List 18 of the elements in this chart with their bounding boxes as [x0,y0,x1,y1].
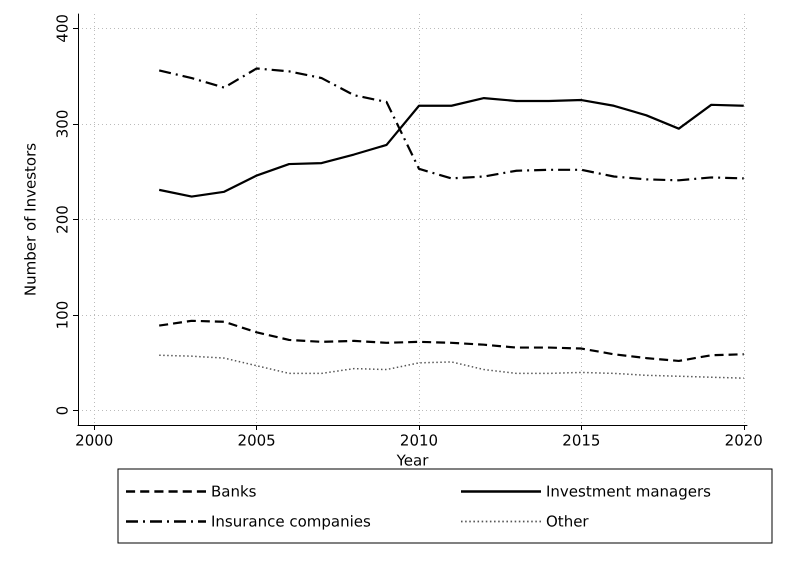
legend-label: Investment managers [546,482,712,500]
y-tick-label: 300 [54,110,72,138]
y-tick-label: 0 [54,406,72,416]
x-tick-label: 2005 [238,432,276,450]
line-series [158,354,744,379]
y-tick-label: 400 [54,14,72,43]
x-tick-label: 2010 [400,432,438,450]
x-axis-title: Year [396,451,430,470]
y-axis-title: Number of Investors [22,142,40,296]
y-tick-label: 100 [54,300,72,330]
x-tick-label: 2015 [562,432,600,450]
legend-label: Banks [211,482,257,500]
x-tick-label: 2000 [75,432,114,450]
y-tick-label: 200 [54,205,72,234]
line-series [158,320,745,362]
legend-label: Other [546,512,590,530]
x-tick-label: 2020 [724,432,763,450]
legend-label: Insurance companies [211,512,372,530]
